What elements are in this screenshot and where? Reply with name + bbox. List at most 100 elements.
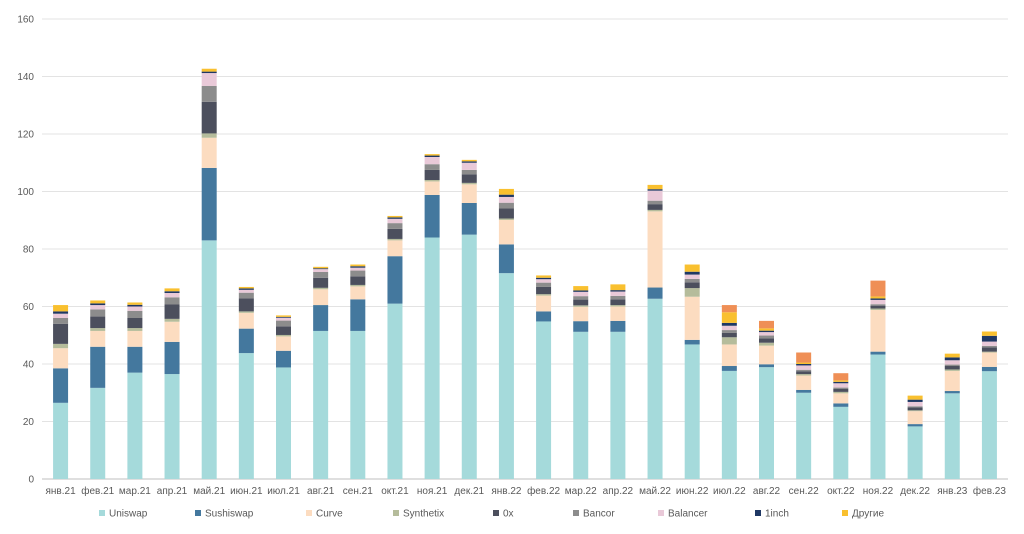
bar-segment	[461, 182, 477, 185]
x-tick-label: мар.21	[119, 486, 151, 497]
y-tick-label: 160	[17, 15, 34, 26]
bar-segment	[313, 266, 329, 269]
x-tick-label: ноя.21	[417, 486, 448, 497]
bar-segment	[536, 282, 552, 287]
bar-segment	[201, 73, 217, 86]
x-tick-label: авг.21	[307, 486, 335, 497]
bar-segment	[870, 296, 886, 299]
bar-segment	[573, 331, 589, 479]
bar-segment	[313, 272, 329, 278]
bar-segment	[387, 223, 403, 229]
legend-item: Balancer	[658, 509, 708, 520]
bar-segment	[276, 334, 291, 337]
bar-segment	[313, 289, 329, 306]
bar-segment	[944, 393, 960, 479]
bar-segment	[461, 162, 477, 170]
x-axis: янв.21 фев.21 мар.21 апр.21 май.21 июн.21 июл.…	[45, 485, 1006, 497]
x-tick-label: сен.22	[789, 486, 819, 497]
bar-segment	[238, 289, 254, 293]
bar-segment	[127, 306, 143, 311]
bar-segment	[127, 330, 143, 347]
legend-label: Curve	[316, 509, 343, 520]
x-tick-label: май.22	[639, 486, 671, 497]
bar-segment	[573, 299, 589, 306]
bar-segment	[610, 295, 626, 300]
bar-segment	[907, 426, 923, 479]
bar-stack	[536, 275, 552, 479]
bar-segment	[387, 303, 403, 479]
bar-segment	[424, 180, 440, 182]
bar-segment	[90, 309, 106, 317]
gridlines	[42, 18, 1008, 480]
bar-segment	[833, 389, 849, 392]
bar-segment	[201, 137, 217, 168]
bar-segment	[721, 322, 737, 326]
bar-stack	[276, 315, 291, 479]
bar-segment	[90, 316, 106, 329]
bar-segment	[498, 244, 514, 274]
bar-segment	[796, 374, 812, 376]
bar-segment	[907, 410, 923, 412]
bar-segment	[536, 275, 552, 278]
bar-segment	[610, 291, 626, 296]
bar-segment	[647, 298, 663, 479]
bar-segment	[721, 330, 737, 333]
bar-segment	[498, 273, 514, 479]
bar-segment	[647, 190, 663, 201]
bar-segment	[759, 328, 774, 331]
bar-segment	[276, 317, 291, 321]
bar-segment	[424, 164, 440, 170]
bar-segment	[907, 401, 923, 407]
x-tick-label: фев.22	[527, 485, 560, 497]
bar-segment	[721, 312, 737, 323]
bar-segment	[238, 312, 254, 329]
x-tick-label: дек.22	[900, 486, 930, 497]
bar-segment	[573, 305, 589, 307]
bar-segment	[127, 328, 143, 331]
bar-segment	[238, 328, 254, 354]
bar-segment	[647, 184, 663, 190]
bar-segment	[833, 373, 849, 381]
bar-segment	[201, 68, 217, 72]
bar-segment	[201, 133, 217, 138]
x-tick-label: ноя.22	[863, 486, 894, 497]
bar-segment	[684, 339, 700, 345]
legend-item: Synthetix	[393, 509, 444, 520]
bar-segment	[759, 364, 774, 368]
bar-stack	[907, 395, 923, 479]
y-tick-label: 120	[17, 130, 34, 141]
bar-segment	[647, 209, 663, 212]
bar-segment	[498, 208, 514, 219]
bar-segment	[201, 240, 217, 479]
x-tick-label: мар.22	[565, 486, 597, 497]
bar-segment	[164, 374, 180, 479]
bar-segment	[276, 320, 291, 327]
x-tick-label: окт.21	[381, 486, 409, 497]
bar-segment	[610, 306, 626, 321]
bar-segment	[164, 291, 180, 293]
bar-segment	[833, 380, 849, 382]
bar-segment	[424, 155, 440, 157]
bar-segment	[387, 238, 403, 241]
bar-segment	[90, 328, 106, 331]
bar-segment	[424, 237, 440, 479]
bar-stack	[164, 288, 180, 479]
bar-segment	[684, 278, 700, 283]
bar-segment	[276, 336, 291, 351]
x-tick-label: дек.21	[454, 486, 484, 497]
bar-segment	[164, 318, 180, 322]
bar-segment	[53, 318, 69, 324]
bar-segment	[201, 71, 217, 74]
bar-segment	[276, 315, 291, 317]
bar-segment	[573, 321, 589, 332]
x-tick-label: авг.22	[753, 486, 781, 497]
bar-segment	[796, 375, 812, 390]
bar-segment	[870, 299, 886, 305]
bar-stack	[127, 302, 143, 479]
x-tick-label: июл.21	[267, 486, 300, 497]
bar-segment	[684, 344, 700, 479]
bar-segment	[53, 311, 69, 314]
bar-segment	[350, 330, 366, 479]
bar-segment	[647, 287, 663, 299]
